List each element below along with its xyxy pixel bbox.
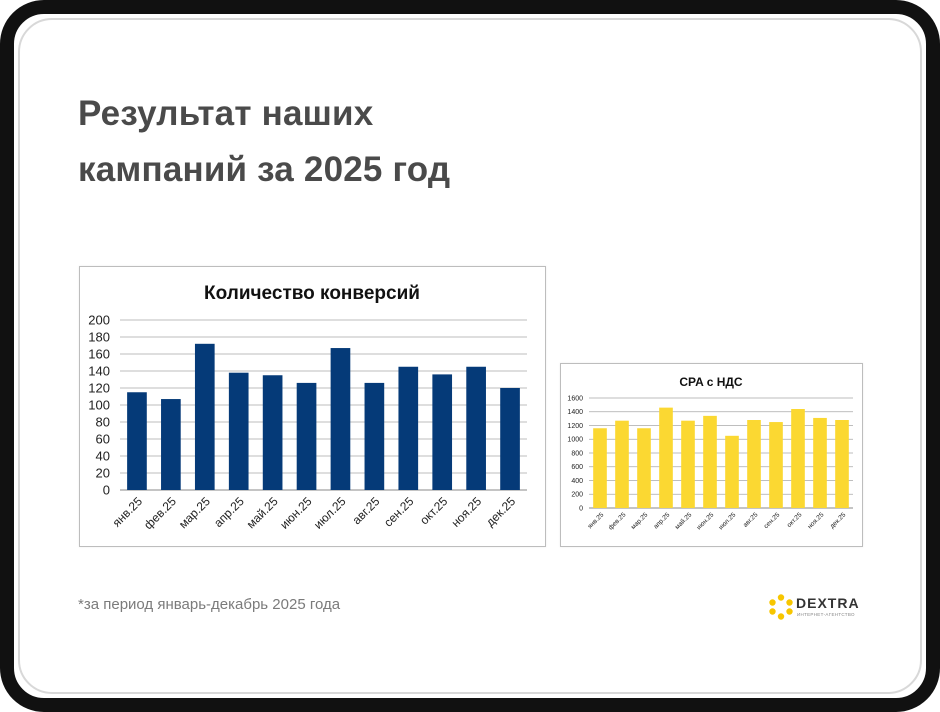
logo-brand: DEXTRA	[796, 595, 860, 611]
y-tick-label: 120	[88, 381, 110, 396]
bar	[813, 417, 827, 508]
y-tick-label: 80	[96, 415, 110, 430]
bar	[725, 435, 739, 508]
y-tick-label: 400	[571, 478, 583, 485]
y-tick-label: 100	[88, 398, 110, 413]
x-tick-label: ноя.25	[449, 494, 485, 530]
y-tick-label: 180	[88, 330, 110, 345]
cpa-chart-svg: CPA с НДС 0 200 400 600 800 1000 1200 1400 1600 ян…	[567, 375, 853, 532]
screen-edge	[18, 18, 922, 694]
bar	[296, 382, 317, 490]
x-tick-label: ноя.25	[806, 511, 825, 530]
bar	[681, 420, 695, 508]
logo-tagline: ИНТЕРНЕТ-АГЕНТСТВО	[797, 612, 855, 617]
x-tick-label: май.25	[673, 510, 694, 531]
x-tick-label: фев.25	[141, 494, 179, 532]
y-tick-label: 200	[571, 492, 583, 499]
bar	[500, 388, 520, 490]
y-tick-label: 20	[96, 466, 110, 481]
x-tick-label: сен.25	[381, 494, 417, 530]
y-tick-label: 1600	[567, 395, 583, 402]
y-tick-label: 0	[579, 505, 583, 512]
x-tick-label: авг.25	[742, 511, 760, 529]
bar	[330, 348, 351, 490]
bar	[747, 420, 761, 508]
x-tick-label: янв.25	[110, 494, 146, 530]
x-tick-label: июл.25	[717, 511, 737, 531]
bar	[615, 420, 629, 508]
y-tick-label: 1200	[567, 423, 583, 430]
x-tick-label: фев.25	[607, 511, 627, 531]
y-tick-label: 600	[571, 464, 583, 471]
slide-title: Результат наших кампаний за 2025 год	[78, 86, 638, 198]
x-tick-label: авг.25	[350, 494, 383, 527]
conversions-chart: Количество конверсий 0 20 40 60 80 100 120 140 16…	[79, 266, 546, 547]
bar	[262, 375, 283, 490]
y-tick-label: 0	[103, 483, 110, 498]
x-tick-label: окт.25	[786, 511, 804, 529]
slide-title-line-1: Результат наших	[78, 94, 374, 133]
bar	[228, 372, 249, 490]
bar	[593, 428, 607, 508]
hexagon-dots-icon	[769, 594, 793, 620]
x-tick-label: мар.25	[176, 494, 213, 531]
cpa-chart: CPA с НДС 0 200 400 600 800 1000 1200 1400 1600 ян…	[560, 363, 863, 547]
bar	[364, 382, 385, 490]
x-tick-label: июл.25	[311, 494, 349, 532]
y-tick-label: 40	[96, 449, 110, 464]
x-tick-label: янв.25	[587, 511, 606, 530]
bar	[466, 366, 486, 490]
y-tick-label: 60	[96, 432, 110, 447]
y-tick-label: 200	[88, 313, 110, 328]
conversions-chart-svg: Количество конверсий 0 20 40 60 80 100 120 140 16…	[88, 283, 527, 532]
footnote: *за период январь-декабрь 2025 года	[78, 596, 341, 613]
y-tick-label: 800	[571, 450, 583, 457]
x-tick-label: дек.25	[483, 494, 518, 529]
chart-title: Количество конверсий	[204, 283, 420, 304]
bar	[127, 392, 147, 490]
x-tick-label: апр.25	[211, 494, 247, 530]
y-tick-label: 160	[88, 347, 110, 362]
bar	[161, 399, 181, 490]
y-tick-label: 1400	[567, 409, 583, 416]
y-tick-label: 140	[88, 364, 110, 379]
x-tick-label: дек.25	[829, 511, 848, 530]
y-tick-label: 1000	[567, 437, 583, 444]
x-tick-label: апр.25	[652, 511, 671, 530]
bar	[791, 409, 805, 508]
bar	[398, 366, 419, 490]
x-tick-label: мар.25	[630, 511, 650, 531]
bar	[703, 415, 717, 508]
bar	[637, 428, 651, 508]
x-tick-label: окт.25	[417, 494, 450, 527]
bar	[835, 420, 849, 508]
x-tick-label: июн.25	[696, 511, 716, 531]
x-tick-label: сен.25	[763, 511, 782, 530]
bar	[659, 407, 673, 508]
chart-title: CPA с НДС	[679, 375, 743, 389]
bar	[194, 343, 215, 490]
x-tick-label: май.25	[244, 494, 281, 531]
x-tick-label: июн.25	[277, 494, 315, 532]
bar	[769, 422, 783, 508]
slide-title-line-2: кампаний за 2025 год	[78, 150, 451, 189]
bar	[432, 374, 453, 490]
dextra-logo: DEXTRA ИНТЕРНЕТ-АГЕНТСТВО	[768, 593, 868, 621]
